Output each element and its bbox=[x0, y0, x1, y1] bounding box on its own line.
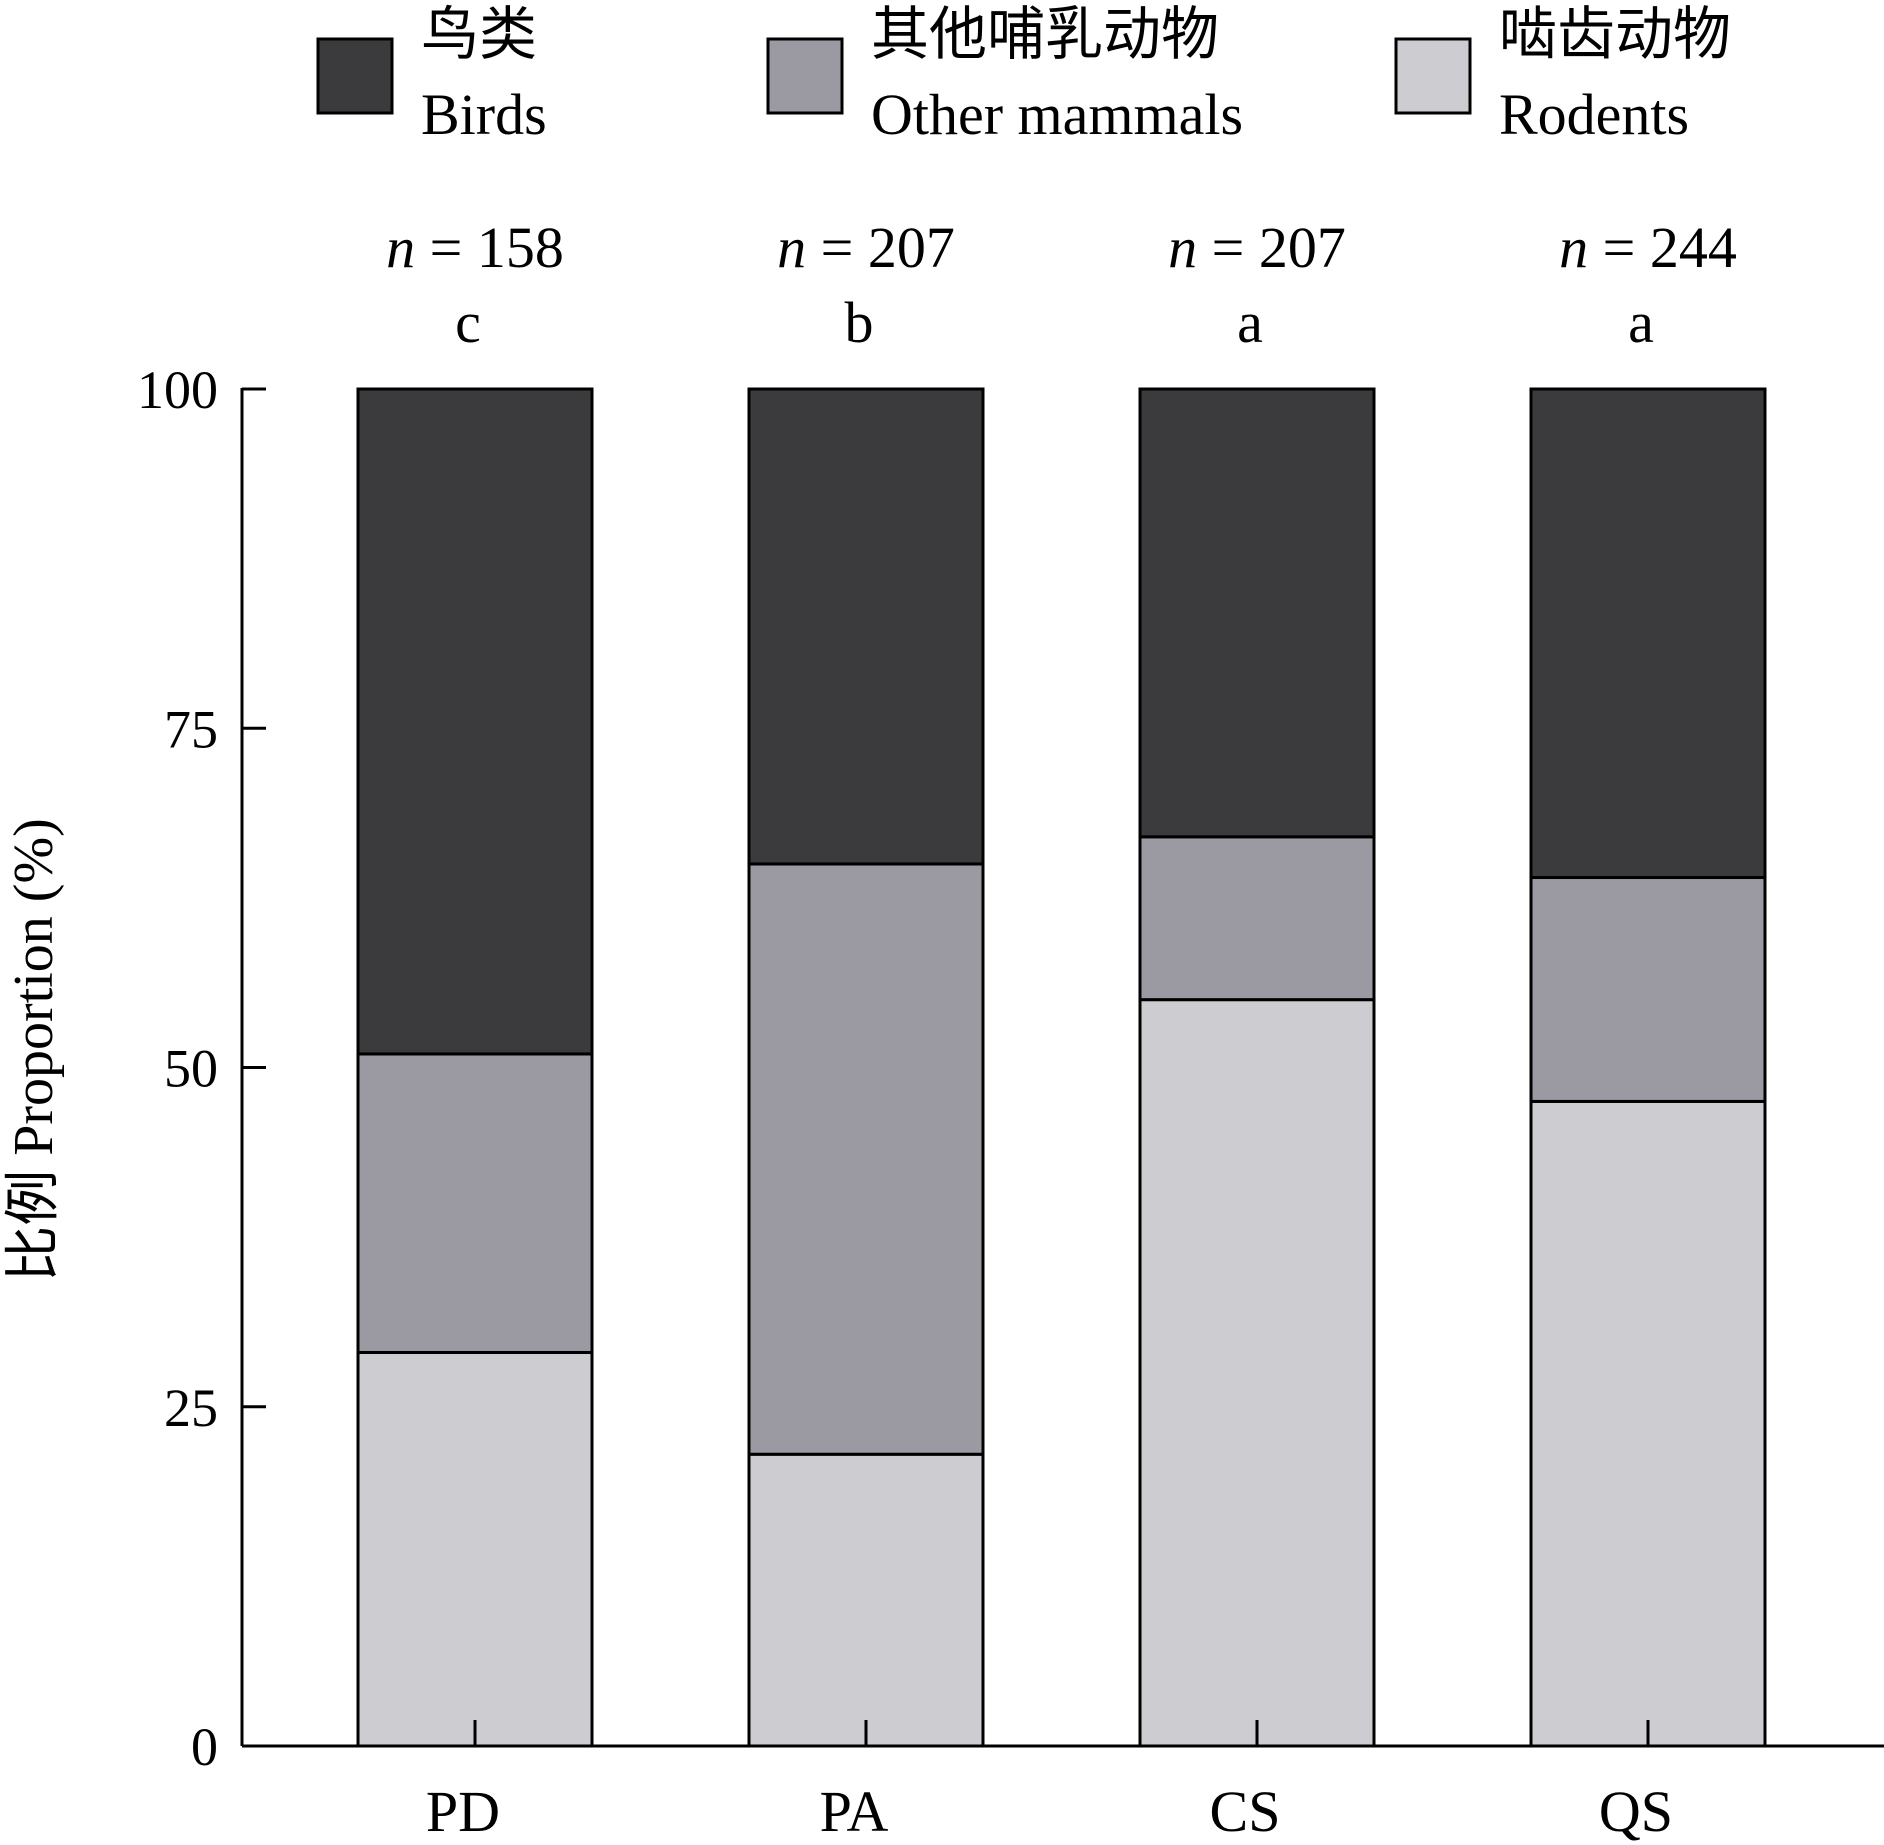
significance-letter-pd: c bbox=[455, 290, 481, 355]
bar-segment-cs-other-mammals bbox=[1138, 835, 1376, 1002]
legend: 鸟类 Birds 其他哺乳动物 Other mammals 啮齿动物 Rodents bbox=[316, 2, 1731, 147]
bar-segment-pa-rodents bbox=[747, 1452, 985, 1748]
bar-segment-pa-other-mammals bbox=[747, 862, 985, 1456]
y-tick-label-75: 75 bbox=[164, 699, 218, 759]
sample-size-label-cs: n = 207 bbox=[1168, 215, 1346, 280]
bar-segment-qs-rodents bbox=[1529, 1099, 1767, 1748]
x-tick-label-cs: CS bbox=[1210, 1779, 1281, 1844]
legend-label-zh-other-mammals: 其他哺乳动物 bbox=[871, 2, 1219, 67]
significance-letter-qs: a bbox=[1628, 290, 1654, 355]
bars bbox=[356, 387, 1767, 1748]
y-tick-label-50: 50 bbox=[164, 1039, 218, 1099]
bar-annotations: n = 158 c n = 207 b n = 207 a n = 244 a bbox=[386, 215, 1737, 355]
y-tick-label-100: 100 bbox=[137, 360, 218, 420]
bar-segment-qs-birds bbox=[1529, 387, 1767, 880]
significance-letter-pa: b bbox=[845, 290, 874, 355]
legend-label-en-other-mammals: Other mammals bbox=[871, 82, 1243, 147]
bar-segment-qs-other-mammals bbox=[1529, 876, 1767, 1103]
axes: 0 25 50 75 100 PD PA CS QS bbox=[137, 360, 1884, 1844]
sample-size-label-pa: n = 207 bbox=[777, 215, 955, 280]
legend-label-zh-birds: 鸟类 bbox=[421, 2, 537, 67]
y-axis-label: 比例 Proportion (%) bbox=[3, 818, 65, 1282]
x-tick-label-qs: QS bbox=[1599, 1779, 1673, 1844]
x-tick-label-pd: PD bbox=[426, 1779, 500, 1844]
x-tick-label-pa: PA bbox=[820, 1779, 889, 1844]
bar-segment-cs-birds bbox=[1138, 387, 1376, 839]
significance-letter-cs: a bbox=[1237, 290, 1263, 355]
legend-swatch-birds bbox=[316, 37, 394, 115]
bar-segment-pd-birds bbox=[356, 387, 594, 1056]
y-tick-label-0: 0 bbox=[191, 1717, 218, 1777]
legend-swatch-other-mammals bbox=[766, 37, 844, 115]
legend-swatch-rodents bbox=[1394, 37, 1472, 115]
bar-segment-pd-rodents bbox=[356, 1350, 594, 1748]
sample-size-label-pd: n = 158 bbox=[386, 215, 564, 280]
bar-segment-cs-rodents bbox=[1138, 998, 1376, 1748]
sample-size-label-qs: n = 244 bbox=[1559, 215, 1737, 280]
legend-label-en-birds: Birds bbox=[421, 82, 547, 147]
legend-label-zh-rodents: 啮齿动物 bbox=[1499, 2, 1731, 67]
legend-label-en-rodents: Rodents bbox=[1499, 82, 1689, 147]
bar-segment-pa-birds bbox=[747, 387, 985, 866]
bar-segment-pd-other-mammals bbox=[356, 1052, 594, 1354]
y-tick-label-25: 25 bbox=[164, 1378, 218, 1438]
